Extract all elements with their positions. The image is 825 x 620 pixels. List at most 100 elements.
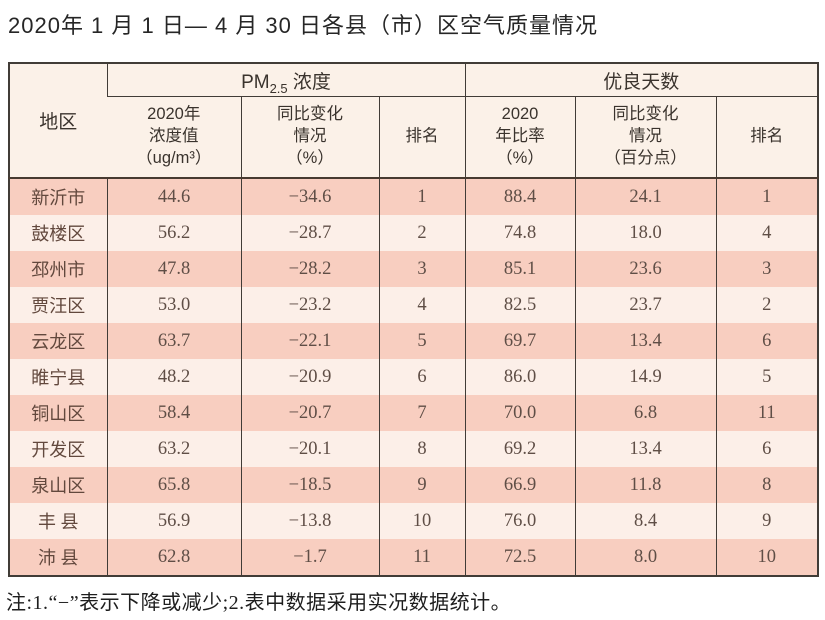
good-rank-cell: 8 [715, 467, 819, 503]
pm-rank-cell: 10 [378, 503, 466, 539]
good-rank-cell: 6 [715, 431, 819, 467]
good-rate-cell: 88.4 [464, 178, 576, 215]
pm-change-cell: −20.9 [240, 359, 379, 395]
pm-change-cell: −23.2 [240, 287, 379, 323]
pm-value-cell: 58.4 [106, 395, 241, 431]
col-header-pm-value: 2020年 浓度值 （ug/m³） [107, 96, 241, 179]
region-cell: 鼓楼区 [9, 215, 107, 251]
pm-rank-cell: 3 [378, 251, 466, 287]
good-rate-cell: 72.5 [464, 539, 576, 576]
pm-value-cell: 53.0 [106, 287, 241, 323]
region-cell: 开发区 [9, 431, 107, 467]
pm25-prefix: PM [241, 71, 270, 93]
good-rate-cell: 82.5 [464, 287, 576, 323]
table-row: 丰 县 56.9 −13.8 10 76.0 8.4 9 [9, 503, 819, 539]
air-quality-table: 地区 PM2.5 浓度 优良天数 2020年 浓度值 （ug/m³） 同比变化 … [8, 62, 820, 577]
pm-rank-cell: 2 [378, 215, 466, 251]
pm-change-cell: −34.6 [240, 178, 379, 215]
good-rank-cell: 6 [715, 323, 819, 359]
good-change-cell: 18.0 [574, 215, 717, 251]
good-rank-cell: 11 [715, 395, 819, 431]
good-rank-cell: 5 [715, 359, 819, 395]
good-rank-cell: 3 [715, 251, 819, 287]
pm-value-cell: 47.8 [106, 251, 241, 287]
table-row: 睢宁县 48.2 −20.9 6 86.0 14.9 5 [9, 359, 819, 395]
good-change-cell: 13.4 [574, 323, 717, 359]
pm-change-cell: −22.1 [240, 323, 379, 359]
region-cell: 沛 县 [9, 539, 107, 576]
pm-value-cell: 48.2 [106, 359, 241, 395]
table-row: 铜山区 58.4 −20.7 7 70.0 6.8 11 [9, 395, 819, 431]
pm-change-cell: −28.7 [240, 215, 379, 251]
pm25-suffix: 浓度 [287, 71, 331, 93]
good-change-cell: 14.9 [574, 359, 717, 395]
table-row: 开发区 63.2 −20.1 8 69.2 13.4 6 [9, 431, 819, 467]
col-group-good-days: 优良天数 [464, 63, 819, 97]
pm-change-cell: −18.5 [240, 467, 379, 503]
good-change-cell: 8.4 [574, 503, 717, 539]
pm-rank-cell: 4 [378, 287, 466, 323]
col-header-region: 地区 [9, 63, 107, 179]
region-cell: 贾汪区 [9, 287, 107, 323]
region-cell: 丰 县 [9, 503, 107, 539]
good-rate-cell: 85.1 [464, 251, 576, 287]
sub-header-row: 2020年 浓度值 （ug/m³） 同比变化 情况 （%） 排名 2020 年比… [9, 96, 819, 179]
pm-value-cell: 63.7 [106, 323, 241, 359]
good-rank-cell: 4 [715, 215, 819, 251]
pm-rank-cell: 11 [378, 539, 466, 576]
footnote: 注:1.“−”表示下降或减少;2.表中数据采用实况数据统计。 [6, 592, 512, 614]
pm-change-cell: −20.1 [240, 431, 379, 467]
col-group-pm25: PM2.5 浓度 [106, 63, 466, 97]
good-rate-cell: 69.2 [464, 431, 576, 467]
region-cell: 新沂市 [9, 178, 107, 215]
pm-rank-cell: 5 [378, 323, 466, 359]
col-header-pm-change: 同比变化 情况 （%） [240, 96, 379, 179]
pm-change-cell: −1.7 [240, 539, 379, 576]
page-title: 2020年 1 月 1 日— 4 月 30 日各县（市）区空气质量情况 [8, 13, 599, 38]
good-change-cell: 6.8 [574, 395, 717, 431]
pm-rank-cell: 1 [378, 178, 466, 215]
good-change-cell: 24.1 [574, 178, 717, 215]
good-rate-cell: 69.7 [464, 323, 576, 359]
table-row: 沛 县 62.8 −1.7 11 72.5 8.0 10 [9, 539, 819, 576]
pm-value-cell: 63.2 [106, 431, 241, 467]
good-change-cell: 8.0 [574, 539, 717, 576]
pm-value-cell: 65.8 [106, 467, 241, 503]
good-change-cell: 23.7 [574, 287, 717, 323]
region-cell: 云龙区 [9, 323, 107, 359]
table-row: 新沂市 44.6 −34.6 1 88.4 24.1 1 [9, 178, 819, 215]
region-cell: 泉山区 [9, 467, 107, 503]
good-rank-cell: 2 [715, 287, 819, 323]
good-rank-cell: 10 [715, 539, 819, 576]
table-row: 泉山区 65.8 −18.5 9 66.9 11.8 8 [9, 467, 819, 503]
good-rate-cell: 76.0 [464, 503, 576, 539]
table-row: 鼓楼区 56.2 −28.7 2 74.8 18.0 4 [9, 215, 819, 251]
good-change-cell: 23.6 [574, 251, 717, 287]
table-row: 云龙区 63.7 −22.1 5 69.7 13.4 6 [9, 323, 819, 359]
region-cell: 睢宁县 [9, 359, 107, 395]
good-rate-cell: 70.0 [464, 395, 576, 431]
good-rank-cell: 1 [715, 178, 819, 215]
pm-change-cell: −28.2 [240, 251, 379, 287]
pm-value-cell: 44.6 [106, 178, 241, 215]
col-header-pm-rank: 排名 [378, 96, 466, 179]
pm-change-cell: −20.7 [240, 395, 379, 431]
col-header-good-rate: 2020 年比率 （%） [464, 96, 576, 179]
col-header-good-change: 同比变化 情况 （百分点） [574, 96, 717, 179]
good-rate-cell: 66.9 [464, 467, 576, 503]
col-header-good-rank: 排名 [715, 96, 819, 179]
region-cell: 铜山区 [9, 395, 107, 431]
table-header: 地区 PM2.5 浓度 优良天数 2020年 浓度值 （ug/m³） 同比变化 … [9, 63, 819, 179]
pm-value-cell: 56.2 [106, 215, 241, 251]
pm-rank-cell: 8 [378, 431, 466, 467]
pm25-subscript: 2.5 [269, 80, 288, 96]
good-rate-cell: 74.8 [464, 215, 576, 251]
group-header-row: 地区 PM2.5 浓度 优良天数 [9, 63, 819, 179]
pm-rank-cell: 7 [378, 395, 466, 431]
good-rank-cell: 9 [715, 503, 819, 539]
table-row: 邳州市 47.8 −28.2 3 85.1 23.6 3 [9, 251, 819, 287]
pm-rank-cell: 9 [378, 467, 466, 503]
pm-value-cell: 62.8 [106, 539, 241, 576]
good-change-cell: 11.8 [574, 467, 717, 503]
